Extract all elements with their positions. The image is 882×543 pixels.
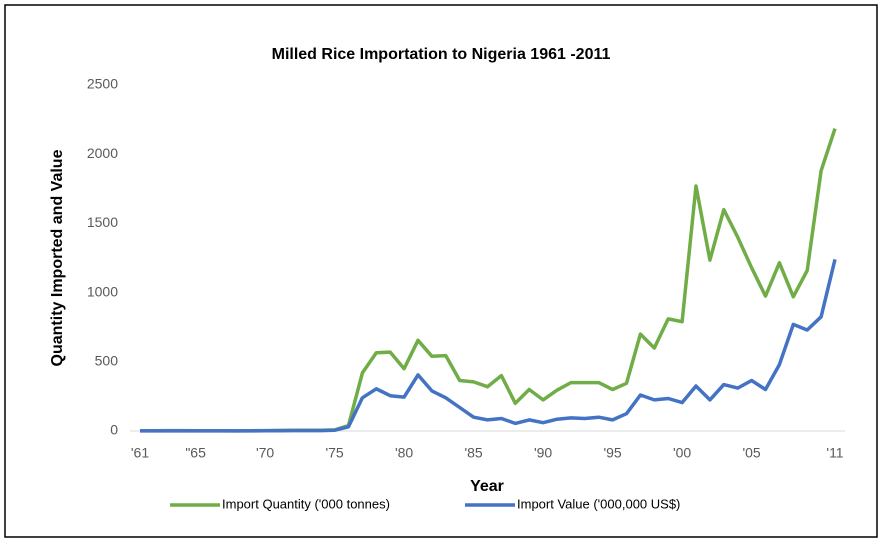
x-tick-label: '11 (826, 445, 843, 461)
x-tick-label: "65 (185, 445, 206, 461)
y-tick-label: 1500 (87, 214, 118, 230)
series-line (140, 258, 837, 433)
x-tick-label: '61 (131, 445, 149, 461)
x-tick-label: '95 (603, 445, 621, 461)
x-tick-label: '80 (395, 445, 413, 461)
x-tick-label: '00 (673, 445, 691, 461)
x-tick-label: '90 (534, 445, 552, 461)
y-tick-label: 2000 (87, 145, 118, 161)
x-tick-label: '75 (325, 445, 343, 461)
chart-frame (4, 4, 878, 538)
legend-label: Import Value ('000,000 US$) (517, 496, 680, 511)
x-axis-title: Year (470, 478, 504, 495)
y-tick-label: 1000 (87, 283, 118, 299)
x-tick-label: '05 (742, 445, 760, 461)
y-tick-label: 500 (95, 353, 119, 369)
x-tick-label: '85 (464, 445, 482, 461)
y-axis-title: Quantity Imported and Value (49, 149, 66, 366)
y-tick-label: 2500 (87, 76, 118, 92)
x-tick-label: '70 (256, 445, 274, 461)
y-tick-label: 0 (110, 422, 118, 438)
legend-label: Import Quantity ('000 tonnes) (222, 496, 390, 511)
chart-title: Milled Rice Importation to Nigeria 1961 … (272, 46, 611, 63)
